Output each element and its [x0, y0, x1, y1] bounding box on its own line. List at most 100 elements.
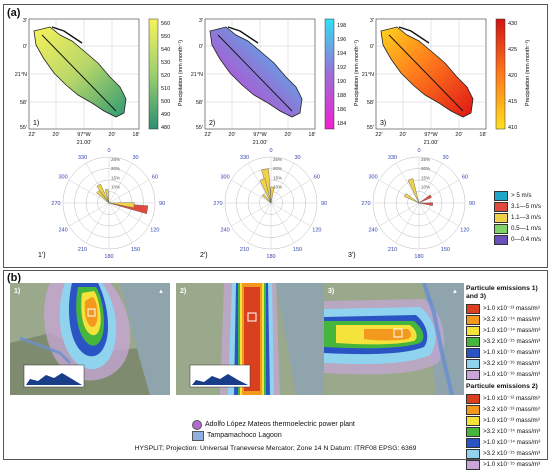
rose-ring-label: 25% [273, 157, 282, 162]
swatch [466, 358, 480, 369]
rose-angle-label: 60 [314, 175, 320, 181]
dispersion-map-2: 2) ▲ [176, 283, 336, 395]
lat-tick: 3' [23, 18, 27, 24]
rose-ring-label: 10% [421, 185, 430, 190]
cb-tick: 520 [161, 73, 170, 79]
legend-label: 1.1—3 m/s [511, 214, 541, 221]
rose-angle-label: 120 [460, 228, 469, 234]
cb-tick: 540 [161, 47, 170, 53]
legend-label: >3.2 x10⁻¹⁵ mass/m³ [483, 450, 541, 457]
rose-spoke [108, 179, 149, 204]
panel-b-label: (b) [7, 272, 22, 284]
lon-tick: 20' [228, 132, 235, 138]
lat-tick: 21°N [362, 72, 374, 78]
rose-angle-label: 150 [441, 247, 450, 253]
legend-item: >3.2 x10⁻¹⁵ mass/m³ [466, 448, 544, 459]
lon-tick: 97°W [253, 132, 267, 138]
swatch [466, 437, 480, 448]
rose-angle-label: 300 [59, 175, 68, 181]
lon-tick: 20' [455, 132, 462, 138]
lagoon-legend-item: Tampamachoco Lagoon [192, 430, 355, 441]
legend-label: >1.0 x10⁻¹⁴ mass/m³ [483, 327, 541, 334]
rose-angle-label: 0 [417, 148, 420, 154]
rose-angle-label: 210 [388, 247, 397, 253]
rose-spoke [270, 202, 295, 243]
swatch [494, 212, 508, 223]
legend-item: 1.1—3 m/s [494, 212, 546, 223]
rose-angle-label: 120 [150, 228, 159, 234]
lat-tick: 0' [370, 44, 374, 50]
rose-angle-label: 90 [159, 201, 165, 207]
precip-map-3: 430 425 420 415 410 Precipitation (mm mo… [362, 18, 531, 146]
cb-tick: 560 [161, 21, 170, 27]
rose-angle-label: 270 [51, 201, 60, 207]
cb-tick: 188 [337, 93, 346, 99]
rose-spoke [108, 202, 133, 243]
legend-item: >1.0 x10⁻¹⁴ mass/m³ [466, 437, 544, 448]
legend-item: > 5 m/s [494, 190, 546, 201]
swatch [466, 415, 480, 426]
lon-bottom: 21.00' [424, 140, 439, 146]
legend-item: >3.2 x10⁻¹⁶ mass/m³ [466, 358, 544, 369]
legend-label: >1.0 x10⁻¹⁶ mass/m³ [483, 371, 541, 378]
lat-tick: 21°N [15, 72, 27, 78]
swatch [466, 303, 480, 314]
lat-tick: 55' [196, 125, 203, 131]
rose-spoke [418, 202, 443, 243]
rose-ring-label: 10% [273, 185, 282, 190]
legend-label: >1.0 x10⁻¹⁵ mass/m³ [483, 461, 541, 468]
swatch [494, 190, 508, 201]
lon-tick: 20' [52, 132, 59, 138]
legend-label: >1.0 x10⁻¹³ mass/m³ [483, 305, 540, 312]
rose-spoke [108, 163, 133, 204]
cb-tick: 410 [508, 125, 517, 131]
rose-petal [108, 202, 135, 209]
rose-angle-label: 90 [469, 201, 475, 207]
legend-label: 3.1—5 m/s [511, 203, 541, 210]
panel-a-label: (a) [7, 7, 21, 19]
legend-label: >1.0 x10⁻¹³ mass/m³ [483, 417, 540, 424]
rose-petal [407, 178, 420, 204]
lat-tick: 58' [367, 100, 374, 106]
legend-item: >1.0 x10⁻¹⁶ mass/m³ [466, 369, 544, 380]
rose-spoke [379, 202, 420, 227]
legend-item: 0.5—1 m/s [494, 223, 546, 234]
svg-text:▲: ▲ [158, 289, 164, 295]
rose-angle-label: 180 [104, 254, 113, 260]
cb-tick: 480 [161, 125, 170, 131]
cb-tick: 192 [337, 65, 346, 71]
rose-angle-label: 180 [414, 254, 423, 260]
lon-tick: 18' [132, 132, 139, 138]
lon-bottom: 21.00' [253, 140, 268, 146]
lagoon-icon [192, 430, 204, 441]
svg-text:▲: ▲ [452, 289, 458, 295]
rose-angle-label: 240 [369, 228, 378, 234]
rose-angle-label: 30 [442, 155, 448, 161]
legend-label: >3.2 x10⁻¹⁴ mass/m³ [483, 316, 541, 323]
lon-tick: 20' [399, 132, 406, 138]
legend-item: >3.2 x10⁻¹⁵ mass/m³ [466, 336, 544, 347]
rose-angle-label: 330 [388, 155, 397, 161]
rose-petal [270, 186, 275, 204]
cb-tick: 198 [337, 23, 346, 29]
cb-tick: 530 [161, 60, 170, 66]
map-symbol-legend: Adolfo López Mateos thermoelectric power… [192, 419, 355, 441]
rose-angle-label: 300 [221, 175, 230, 181]
rose-ring-label: 15% [273, 175, 282, 180]
cb-tick: 430 [508, 21, 517, 27]
rose-petal [96, 183, 110, 204]
panel-b: (b) 1) ▲ 2) ▲ [3, 270, 548, 470]
lon-tick: 22' [204, 132, 211, 138]
cb-tick: 186 [337, 107, 346, 113]
cb-tick: 425 [508, 47, 517, 53]
legend-item: >1.0 x10⁻¹⁵ mass/m³ [466, 347, 544, 358]
rose-angle-label: 180 [266, 254, 275, 260]
rose-angle-label: 210 [240, 247, 249, 253]
rose-angle-label: 330 [78, 155, 87, 161]
legend-label: >1.0 x10⁻¹⁵ mass/m³ [483, 349, 541, 356]
rose-ring-label: 25% [421, 157, 430, 162]
lon-tick: 18' [308, 132, 315, 138]
rose-spoke [270, 179, 311, 204]
legend-label: 0—0.4 m/s [511, 236, 541, 243]
legend-item: >1.0 x10⁻¹³ mass/m³ [466, 415, 544, 426]
